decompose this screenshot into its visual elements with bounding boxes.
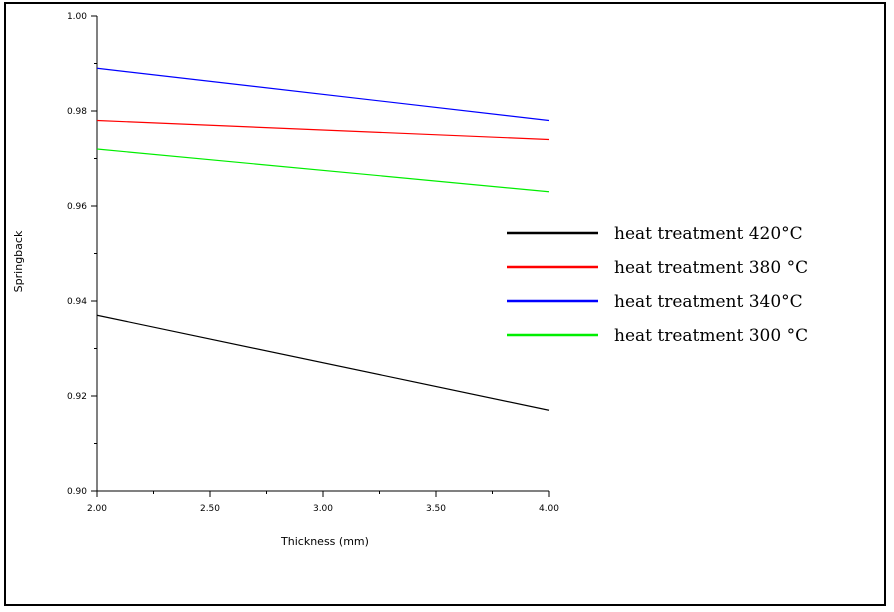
y-tick-label: 0.90 [67,487,87,497]
x-tick-label: 2.50 [200,504,220,514]
y-axis-label: Springback [12,230,25,292]
legend-label: heat treatment 420°C [614,224,803,244]
y-tick-label: 0.98 [67,107,87,117]
y-tick-label: 0.96 [67,202,87,212]
series-line [96,148,550,193]
x-tick-label: 2.00 [87,504,107,514]
legend-label: heat treatment 380 °C [614,258,808,278]
x-tick-label: 3.00 [313,504,333,514]
axes-group [96,16,549,492]
series-line [96,119,550,141]
y-tick-label: 0.92 [67,392,87,402]
legend: heat treatment 420°C heat treatment 380 °… [507,224,808,346]
chart-frame [4,2,886,606]
y-tick-label: 1.00 [67,12,87,22]
x-tick-label: 4.00 [539,504,559,514]
y-tick-label: 0.94 [67,297,87,307]
x-axis-label: Thickness (mm) [280,535,369,548]
x-tick-label: 3.50 [426,504,446,514]
series-line [96,314,550,411]
legend-label: heat treatment 340°C [614,292,803,312]
series-group [96,67,550,411]
series-line [96,67,550,122]
legend-label: heat treatment 300 °C [614,326,808,346]
ticks-group: 0.90 0.92 0.94 0.96 0.98 1.00 2.00 2.50 3.00 3.50… [67,12,559,514]
